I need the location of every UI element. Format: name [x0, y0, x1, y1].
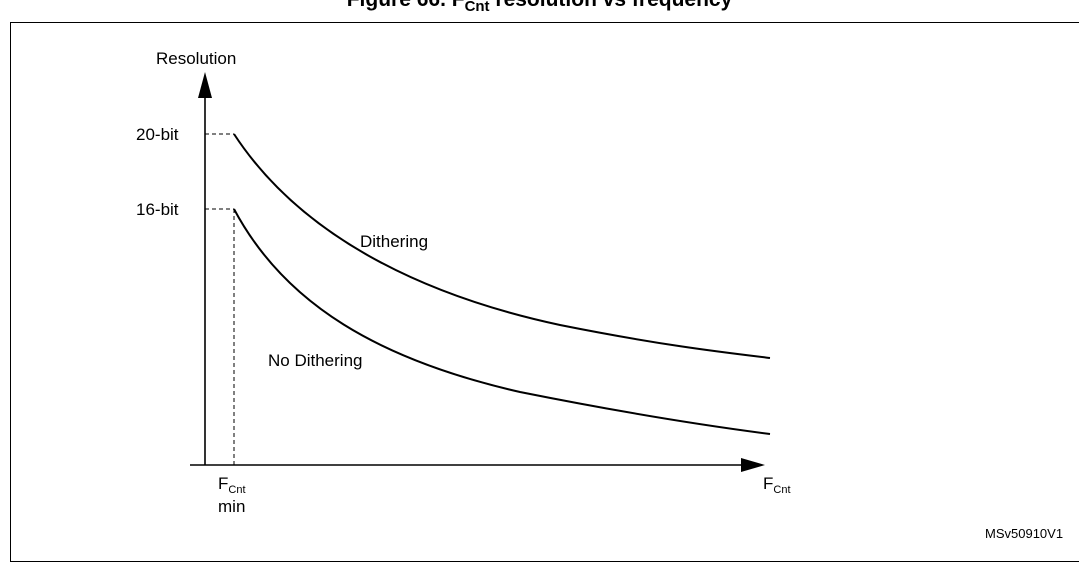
fcnt-min-label: FCnt [218, 474, 246, 496]
level-16bit-label: 16-bit [136, 200, 179, 219]
curve-dithering [233, 133, 771, 359]
curve-no-dithering [233, 208, 771, 435]
x-axis-label: FCnt [763, 474, 791, 496]
figure-title: Figure 66. FCnt resolution vs frequency [347, 0, 733, 15]
y-axis-label: Resolution [156, 49, 236, 68]
y-axis-arrow [198, 72, 212, 98]
x-axis-arrow [741, 458, 765, 472]
fcnt-min-line2: min [218, 497, 245, 516]
no-dithering-label: No Dithering [268, 351, 363, 370]
dithering-label: Dithering [360, 232, 428, 251]
level-20bit-label: 20-bit [136, 125, 179, 144]
figure-reference: MSv50910V1 [985, 526, 1063, 541]
resolution-diagram: Resolution 20-bit 16-bit Dithering No Di… [136, 49, 1063, 541]
